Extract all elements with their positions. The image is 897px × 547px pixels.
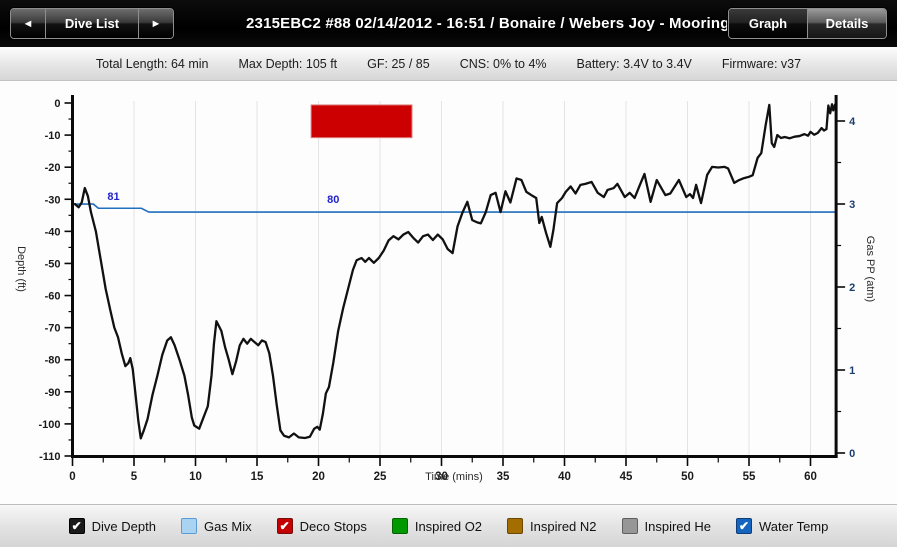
right-arrow-icon: ► xyxy=(150,17,162,30)
svg-text:3: 3 xyxy=(849,199,855,211)
svg-text:-20: -20 xyxy=(45,162,61,174)
svg-text:-80: -80 xyxy=(45,355,61,367)
stat-total-length: Total Length: 64 min xyxy=(95,56,209,71)
dive-list-button[interactable]: Dive List xyxy=(45,9,138,38)
dive-stats-bar: Total Length: 64 min Max Depth: 105 ft G… xyxy=(0,47,897,81)
svg-text:15: 15 xyxy=(251,471,264,483)
dive-list-nav: ◄ Dive List ► xyxy=(10,8,174,39)
chart-legend-bar: ✔ Dive Depth Gas Mix ✔ Deco Stops Inspired O2… xyxy=(0,504,897,547)
svg-text:60: 60 xyxy=(804,471,817,483)
graph-tab-button[interactable]: Graph xyxy=(729,9,807,38)
legend-item-dive-depth[interactable]: ✔ Dive Depth xyxy=(68,518,156,534)
details-tab-button[interactable]: Details xyxy=(807,9,886,38)
stat-battery: Battery: 3.4V to 3.4V xyxy=(576,56,692,71)
dive-profile-chart: 81 80 0 -10 -20 -30 -40 -50 -60 -70 -80 -90 -100 -110… xyxy=(38,95,856,483)
svg-text:0: 0 xyxy=(69,471,75,483)
svg-text:81: 81 xyxy=(107,191,119,203)
stat-cns: CNS: 0% to 4% xyxy=(459,56,547,71)
deco-stops-label: Deco Stops xyxy=(299,518,367,534)
inspired-n2-label: Inspired N2 xyxy=(530,518,597,534)
svg-text:20: 20 xyxy=(312,471,325,483)
left-arrow-icon: ◄ xyxy=(22,17,34,30)
svg-text:30: 30 xyxy=(435,471,448,483)
svg-text:-90: -90 xyxy=(45,387,61,399)
svg-text:80: 80 xyxy=(327,194,339,206)
svg-text:5: 5 xyxy=(131,471,138,483)
legend-item-inspired-he[interactable]: Inspired He xyxy=(621,518,711,534)
svg-text:-10: -10 xyxy=(45,130,61,142)
svg-text:10: 10 xyxy=(189,471,202,483)
water-temp-checkbox[interactable]: ✔ xyxy=(736,518,752,534)
svg-text:55: 55 xyxy=(743,471,756,483)
view-toggle: Graph Details xyxy=(728,8,887,39)
svg-text:4: 4 xyxy=(849,116,856,128)
water-temp-label: Water Temp xyxy=(759,518,829,534)
stat-gradient-factor: GF: 25 / 85 xyxy=(367,56,430,71)
svg-text:35: 35 xyxy=(497,471,510,483)
svg-text:2: 2 xyxy=(849,282,855,294)
svg-text:-70: -70 xyxy=(45,323,61,335)
svg-text:-30: -30 xyxy=(45,194,61,206)
dive-title: 2315EBC2 #88 02/14/2012 - 16:51 / Bonair… xyxy=(246,15,728,32)
gas-mix-label: Gas Mix xyxy=(203,518,252,534)
deco-stops-checkbox[interactable]: ✔ xyxy=(276,518,293,534)
inspired-o2-label: Inspired O2 xyxy=(414,518,483,534)
svg-text:0: 0 xyxy=(54,98,60,110)
stat-firmware: Firmware: v37 xyxy=(721,56,802,71)
stat-max-depth: Max Depth: 105 ft xyxy=(238,56,338,71)
top-bar: ◄ Dive List ► 2315EBC2 #88 02/14/2012 - … xyxy=(0,0,897,47)
dive-depth-label: Dive Depth xyxy=(91,518,156,534)
svg-text:45: 45 xyxy=(620,471,633,483)
svg-text:40: 40 xyxy=(558,471,571,483)
svg-text:-40: -40 xyxy=(45,226,61,238)
next-dive-button[interactable]: ► xyxy=(138,9,173,38)
inspired-he-checkbox[interactable] xyxy=(621,518,638,534)
svg-text:-100: -100 xyxy=(38,419,60,431)
legend-item-gas-mix[interactable]: Gas Mix xyxy=(180,518,252,534)
inspired-n2-checkbox[interactable] xyxy=(507,518,524,534)
svg-text:50: 50 xyxy=(681,471,694,483)
svg-text:-50: -50 xyxy=(45,258,61,270)
svg-text:-110: -110 xyxy=(39,451,60,463)
inspired-o2-checkbox[interactable] xyxy=(391,518,408,534)
legend-item-inspired-o2[interactable]: Inspired O2 xyxy=(391,518,483,534)
legend-item-deco-stops[interactable]: ✔ Deco Stops xyxy=(276,518,367,534)
dive-profile-panel: 81 80 0 -10 -20 -30 -40 -50 -60 -70 -80 -90 -100 -110… xyxy=(0,81,897,504)
previous-dive-button[interactable]: ◄ xyxy=(11,9,45,38)
gas-mix-checkbox[interactable] xyxy=(180,518,197,534)
inspired-he-label: Inspired He xyxy=(644,518,711,534)
legend-item-water-temp[interactable]: ✔ Water Temp xyxy=(736,518,828,534)
svg-text:0: 0 xyxy=(849,448,855,460)
legend-item-inspired-n2[interactable]: Inspired N2 xyxy=(507,518,597,534)
svg-text:1: 1 xyxy=(849,365,855,377)
dive-depth-checkbox[interactable]: ✔ xyxy=(68,518,85,534)
svg-text:-60: -60 xyxy=(45,291,61,303)
svg-text:25: 25 xyxy=(374,471,387,483)
